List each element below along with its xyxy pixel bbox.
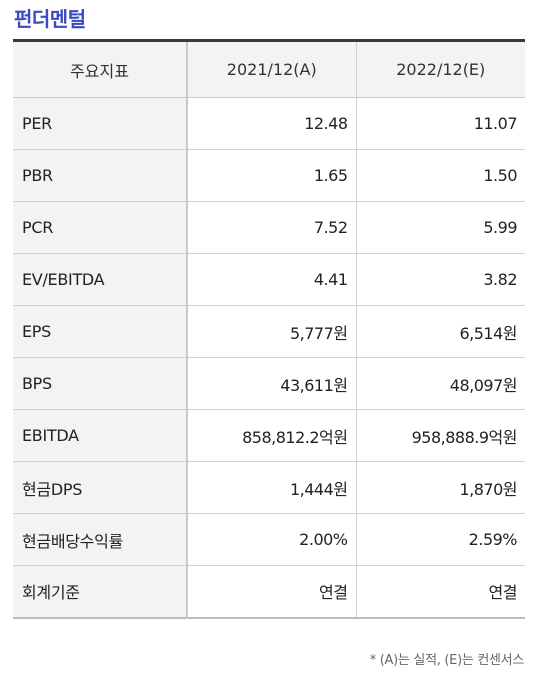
value-2021: 858,812.2억원 bbox=[187, 409, 357, 462]
row-label: 회계기준 bbox=[13, 565, 188, 618]
table-row: PBR 1.65 1.50 bbox=[13, 149, 525, 202]
footnote: * (A)는 실적, (E)는 컨센서스 bbox=[369, 653, 525, 668]
value-2022: 1.50 bbox=[483, 166, 517, 185]
table-row: EPS 5,777원 6,514원 bbox=[13, 305, 525, 358]
value-2021: 1,444원 bbox=[187, 461, 357, 514]
value-2022: 11.07 bbox=[473, 114, 518, 133]
value-2022: 6,514원 bbox=[459, 323, 517, 343]
header-2022: 2022/12(E) bbox=[356, 40, 525, 98]
table-row: 현금DPS 1,444원 1,870원 bbox=[13, 461, 525, 514]
value-2022: 2.59% bbox=[468, 530, 518, 549]
table-row: 현금배당수익률 2.00% 2.59% bbox=[13, 513, 525, 566]
value-2022: 3.82 bbox=[483, 270, 517, 289]
row-label: EV/EBITDA bbox=[13, 253, 188, 306]
section-title: 펀더멘털 bbox=[14, 7, 86, 31]
row-label: PER bbox=[13, 97, 188, 150]
value-2021: 5,777원 bbox=[187, 305, 357, 358]
row-label: EPS bbox=[13, 305, 188, 358]
table-row: PCR 7.52 5.99 bbox=[13, 201, 525, 254]
value-2022: 958,888.9억원 bbox=[411, 427, 518, 447]
row-label: BPS bbox=[13, 357, 188, 410]
value-2021: 7.52 bbox=[187, 201, 357, 254]
value-2021: 연결 bbox=[187, 565, 357, 618]
value-2021: 12.48 bbox=[187, 97, 357, 150]
table-row: EBITDA 858,812.2억원 958,888.9억원 bbox=[13, 409, 525, 462]
value-2022: 연결 bbox=[488, 583, 518, 603]
row-label: EBITDA bbox=[13, 409, 188, 462]
value-2022: 48,097원 bbox=[449, 375, 518, 395]
header-2021: 2021/12(A) bbox=[187, 40, 357, 98]
value-2021: 4.41 bbox=[187, 253, 357, 306]
table-row: BPS 43,611원 48,097원 bbox=[13, 357, 525, 410]
value-2021: 1.65 bbox=[187, 149, 357, 202]
table-row: EV/EBITDA 4.41 3.82 bbox=[13, 253, 525, 306]
header-indicator: 주요지표 bbox=[13, 40, 188, 98]
table-row: 회계기준 연결 연결 bbox=[13, 565, 525, 618]
row-label: 현금배당수익률 bbox=[13, 513, 188, 566]
value-2022: 5.99 bbox=[483, 218, 517, 237]
value-2021: 43,611원 bbox=[187, 357, 357, 410]
fundamentals-table: 주요지표 2021/12(A) 2022/12(E) PER 12.48 11.… bbox=[13, 39, 525, 619]
row-label: 현금DPS bbox=[13, 461, 188, 514]
row-label: PBR bbox=[13, 149, 188, 202]
value-2022: 1,870원 bbox=[459, 479, 517, 499]
row-label: PCR bbox=[13, 201, 188, 254]
table-header-row: 주요지표 2021/12(A) 2022/12(E) bbox=[13, 40, 525, 98]
value-2021: 2.00% bbox=[187, 513, 357, 566]
table-row: PER 12.48 11.07 bbox=[13, 97, 525, 150]
